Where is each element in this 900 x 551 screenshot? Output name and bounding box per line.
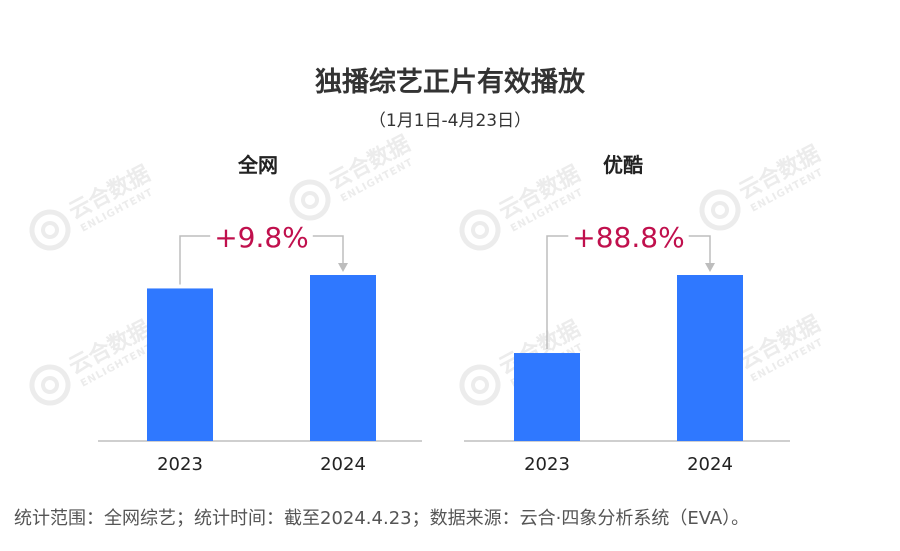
growth-label-background (210, 221, 313, 254)
connector-arrowhead (705, 263, 715, 272)
bar-2024 (310, 275, 376, 441)
source-footnote: 统计范围：全网综艺；统计时间：截至2024.4.23；数据来源：云合·四象分析系… (14, 508, 750, 529)
panel-title: 优酷 (603, 153, 643, 177)
connector-arrowhead (338, 263, 348, 272)
growth-label: +9.8% (214, 221, 309, 254)
bar-2023 (514, 353, 580, 441)
chart-subtitle: （1月1日-4月23日） (368, 111, 532, 131)
chart-title: 独播综艺正片有效播放 (315, 67, 585, 98)
x-tick-label: 2023 (157, 454, 203, 475)
x-tick-label: 2023 (524, 454, 570, 475)
bar-2023 (147, 288, 213, 441)
x-tick-label: 2024 (320, 454, 366, 475)
x-tick-label: 2024 (687, 454, 733, 475)
growth-label: +88.8% (572, 221, 684, 254)
panel-title: 全网 (237, 153, 278, 177)
growth-label-background (568, 221, 689, 254)
bar-2024 (677, 275, 743, 441)
